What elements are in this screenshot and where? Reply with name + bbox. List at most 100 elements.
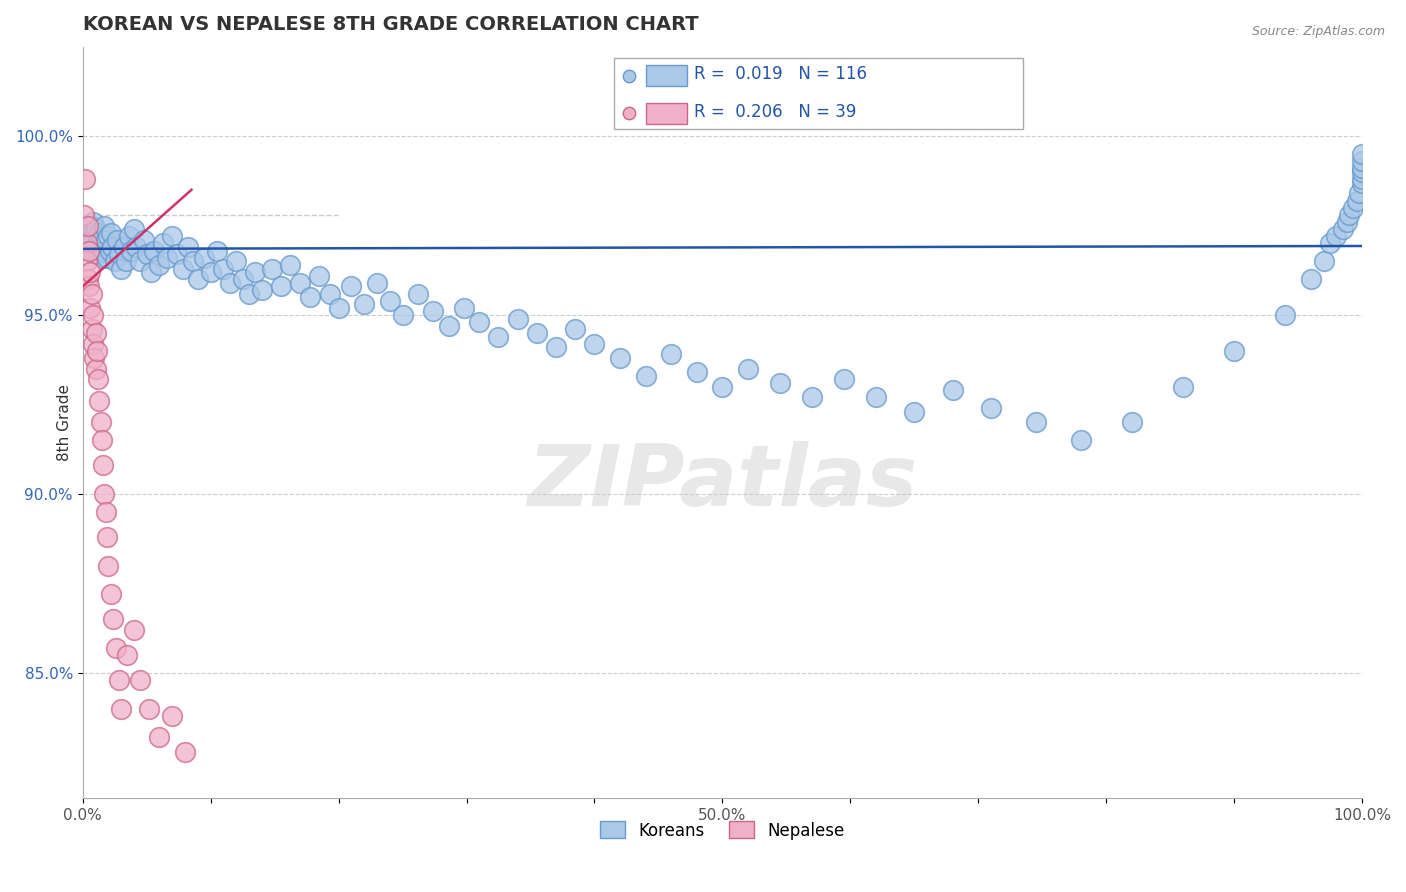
Point bbox=[79, 265, 101, 279]
Point bbox=[1351, 165, 1374, 179]
Point bbox=[1326, 229, 1348, 244]
Point bbox=[134, 233, 156, 247]
Point bbox=[76, 272, 98, 286]
Point bbox=[162, 709, 184, 723]
Point bbox=[1351, 154, 1374, 169]
Point bbox=[110, 701, 132, 715]
Point bbox=[84, 361, 107, 376]
Point bbox=[299, 290, 322, 304]
Point bbox=[1312, 254, 1334, 268]
Point bbox=[617, 268, 640, 283]
Point bbox=[1274, 308, 1296, 322]
Point bbox=[129, 254, 152, 268]
Text: R =  0.206   N = 39: R = 0.206 N = 39 bbox=[695, 103, 856, 121]
Point bbox=[1351, 147, 1374, 161]
Point bbox=[80, 286, 103, 301]
Point bbox=[118, 229, 141, 244]
Point bbox=[156, 251, 179, 265]
Point bbox=[544, 340, 567, 354]
Point bbox=[82, 336, 104, 351]
Point bbox=[340, 279, 363, 293]
Point bbox=[107, 673, 129, 687]
Point bbox=[865, 390, 887, 404]
Point bbox=[437, 318, 460, 333]
Point bbox=[82, 215, 104, 229]
Point bbox=[245, 265, 267, 279]
Point bbox=[104, 640, 127, 655]
Point bbox=[94, 505, 117, 519]
Point bbox=[250, 283, 273, 297]
Point bbox=[96, 530, 118, 544]
Point bbox=[107, 247, 129, 261]
Point bbox=[75, 172, 97, 186]
FancyBboxPatch shape bbox=[645, 65, 686, 87]
Point bbox=[218, 276, 240, 290]
Point bbox=[769, 376, 792, 390]
Point bbox=[583, 336, 606, 351]
Point bbox=[422, 304, 444, 318]
Point bbox=[80, 322, 103, 336]
Point bbox=[832, 372, 855, 386]
Point bbox=[406, 286, 429, 301]
Point bbox=[93, 219, 115, 233]
Point bbox=[90, 416, 112, 430]
Point bbox=[97, 558, 120, 573]
Text: R =  0.019   N = 116: R = 0.019 N = 116 bbox=[695, 65, 868, 84]
Point bbox=[318, 286, 340, 301]
Point bbox=[104, 254, 127, 268]
Point bbox=[77, 244, 100, 258]
Point bbox=[1351, 161, 1374, 176]
Point bbox=[76, 254, 98, 268]
Point bbox=[686, 365, 709, 379]
Point bbox=[90, 434, 112, 448]
Point bbox=[488, 329, 510, 343]
Point bbox=[90, 240, 112, 254]
Point bbox=[100, 226, 122, 240]
Point bbox=[1346, 194, 1368, 208]
Point bbox=[468, 315, 491, 329]
Point bbox=[526, 326, 548, 340]
Point bbox=[152, 236, 174, 251]
Point bbox=[89, 393, 111, 408]
Point bbox=[138, 701, 160, 715]
Point bbox=[1319, 236, 1341, 251]
Point bbox=[174, 745, 197, 759]
Point bbox=[659, 347, 682, 361]
Point bbox=[93, 487, 115, 501]
Point bbox=[353, 297, 375, 311]
Point bbox=[91, 458, 114, 473]
Point bbox=[634, 368, 657, 383]
Point bbox=[79, 301, 101, 315]
Point bbox=[1223, 343, 1246, 358]
Point bbox=[617, 444, 640, 458]
Point bbox=[903, 405, 925, 419]
Point bbox=[1348, 186, 1371, 201]
Point bbox=[83, 233, 105, 247]
Point bbox=[1331, 222, 1354, 236]
Point bbox=[82, 308, 104, 322]
Point bbox=[100, 587, 122, 601]
Point bbox=[76, 219, 98, 233]
Point bbox=[105, 233, 128, 247]
Point bbox=[278, 258, 301, 272]
Point bbox=[97, 229, 120, 244]
Point bbox=[90, 251, 112, 265]
Point bbox=[101, 240, 124, 254]
FancyBboxPatch shape bbox=[645, 103, 686, 124]
Point bbox=[79, 236, 101, 251]
Y-axis label: 8th Grade: 8th Grade bbox=[56, 384, 72, 461]
Point bbox=[148, 258, 170, 272]
Point bbox=[80, 219, 103, 233]
Point bbox=[187, 272, 209, 286]
Point bbox=[122, 222, 145, 236]
Point bbox=[225, 254, 247, 268]
Point bbox=[83, 351, 105, 365]
Point bbox=[129, 673, 152, 687]
Point bbox=[73, 208, 96, 222]
Point bbox=[82, 244, 104, 258]
Point bbox=[112, 240, 135, 254]
Point bbox=[800, 390, 823, 404]
Point bbox=[87, 247, 110, 261]
Point bbox=[328, 301, 350, 315]
Point bbox=[181, 254, 204, 268]
